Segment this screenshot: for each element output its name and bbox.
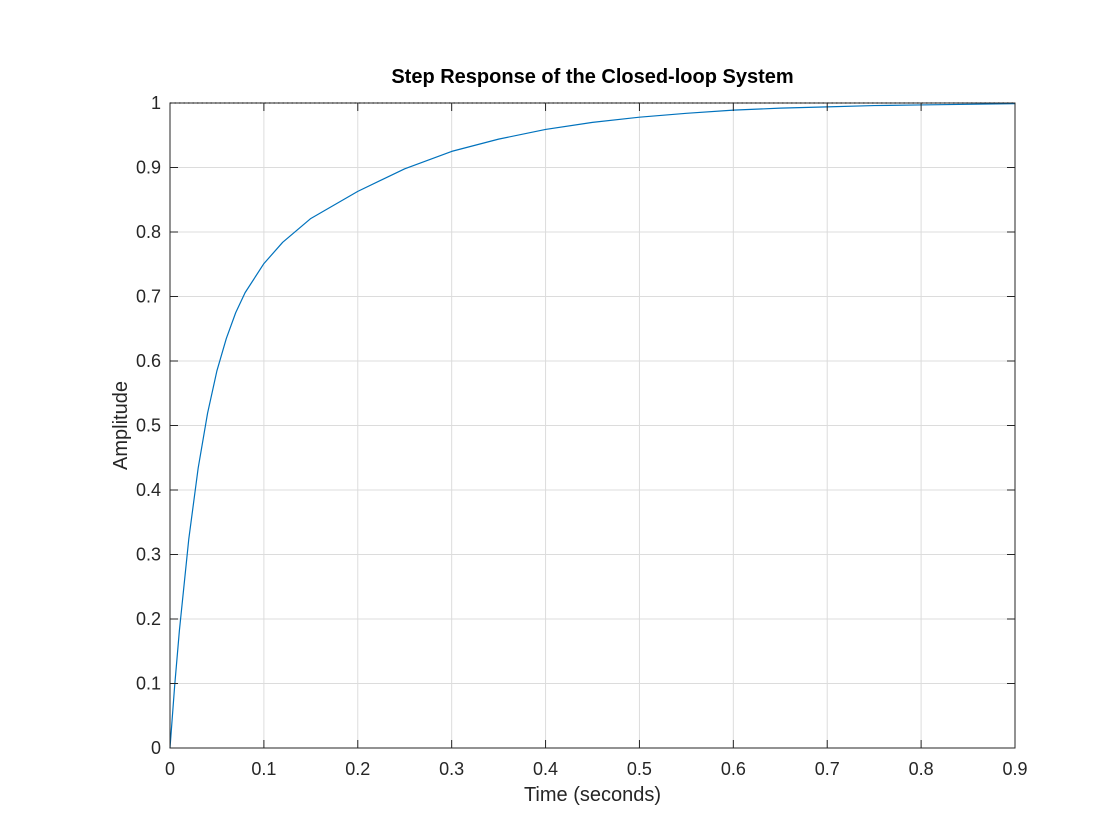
x-tick-label: 0.3 [439, 759, 464, 779]
y-tick-label: 0.4 [136, 480, 161, 500]
y-tick-label: 0.5 [136, 416, 161, 436]
y-tick-label: 0.8 [136, 222, 161, 242]
y-tick-label: 1 [151, 93, 161, 113]
ticks: 0 0.1 0.2 0.3 0.4 0.5 0.6 0.7 0.8 0.9 0 0.1 0.2 0.3 0.… [136, 93, 1028, 779]
x-tick-label: 0.7 [815, 759, 840, 779]
y-axis-label: Amplitude [110, 381, 132, 470]
y-tick-label: 0.7 [136, 287, 161, 307]
series-line [169, 103, 1016, 749]
x-tick-label: 0.9 [1002, 759, 1027, 779]
chart-title: Step Response of the Closed-loop System [391, 66, 793, 88]
x-tick-label: 0.6 [721, 759, 746, 779]
x-tick-label: 0.5 [627, 759, 652, 779]
x-tick-label: 0.8 [909, 759, 934, 779]
x-tick-label: 0 [165, 759, 175, 779]
y-tick-label: 0.9 [136, 158, 161, 178]
series-group [169, 103, 1016, 749]
x-tick-label: 0.1 [251, 759, 276, 779]
y-tick-label: 0 [151, 738, 161, 758]
y-tick-label: 0.6 [136, 351, 161, 371]
y-tick-label: 0.1 [136, 674, 161, 694]
x-tick-label: 0.2 [345, 759, 370, 779]
y-tick-label: 0.2 [136, 609, 161, 629]
y-tick-label: 0.3 [136, 545, 161, 565]
x-tick-label: 0.4 [533, 759, 558, 779]
x-axis-label: Time (seconds) [524, 784, 661, 806]
